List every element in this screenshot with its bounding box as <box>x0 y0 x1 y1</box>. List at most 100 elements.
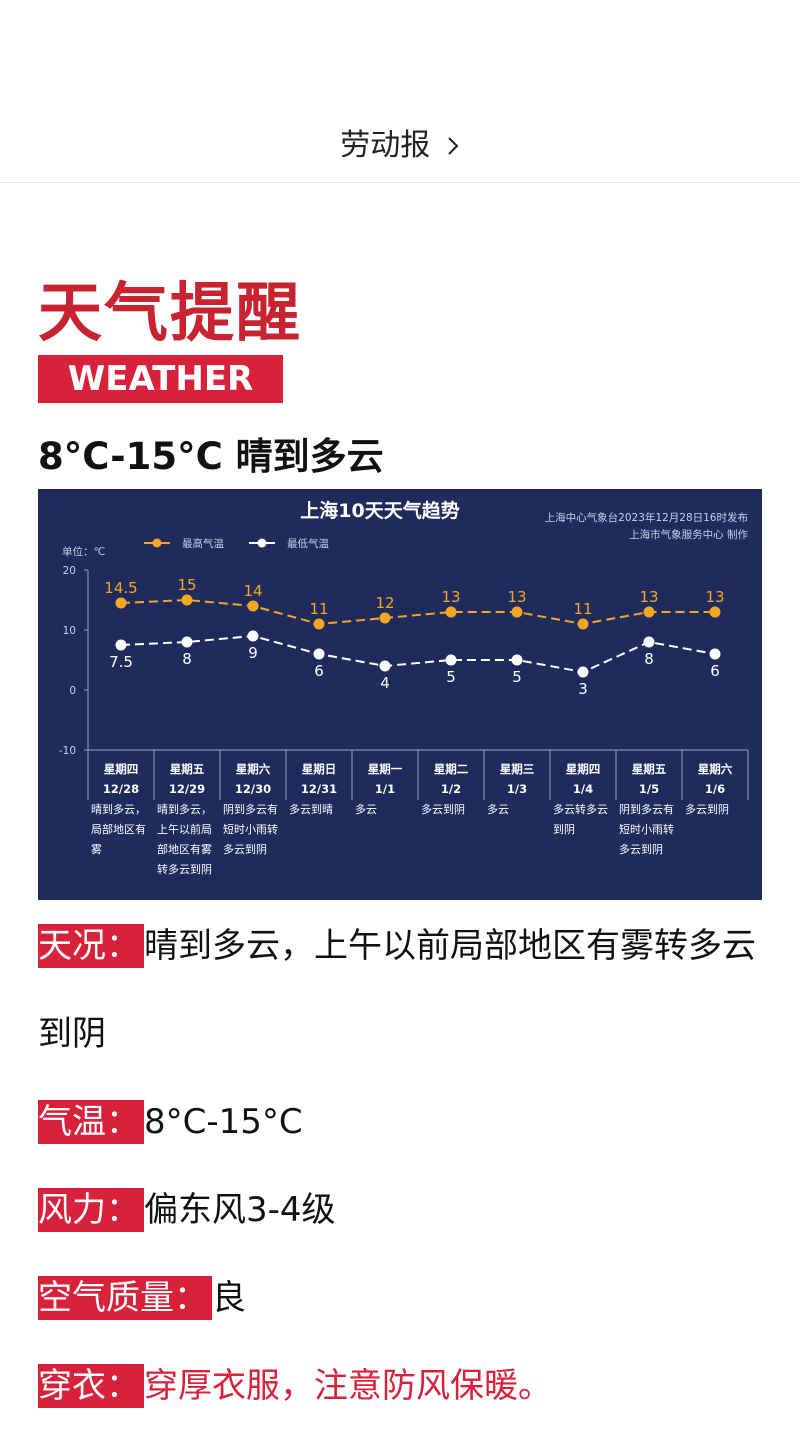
data-label: 9 <box>248 644 258 662</box>
description: 阴到多云有短时小雨转多云到阴 <box>223 802 278 856</box>
data-point <box>643 636 655 648</box>
data-point <box>577 618 589 630</box>
badge: WEATHER <box>38 355 283 403</box>
data-label: 7.5 <box>109 653 133 671</box>
description: 多云 <box>355 802 377 816</box>
source-name[interactable]: 劳动报 <box>340 128 431 163</box>
data-label: 13 <box>705 588 724 606</box>
description: 多云到阴 <box>421 802 465 816</box>
data-label: 14.5 <box>104 579 137 597</box>
weekday: 星期三 <box>500 762 535 776</box>
y-tick-label: 0 <box>69 685 76 697</box>
weekday: 星期六 <box>236 762 271 776</box>
legend-dot <box>152 538 162 548</box>
data-point <box>643 606 655 618</box>
description: 多云 <box>487 802 509 816</box>
description: 晴到多云，上午以前局部地区有雾转多云到阴 <box>157 802 212 876</box>
legend-label: 最低气温 <box>287 537 329 550</box>
description: 多云到晴 <box>289 802 333 816</box>
data-label: 15 <box>177 576 196 594</box>
description: 阴到多云有短时小雨转多云到阴 <box>619 802 674 856</box>
detail-row: 风力： 偏东风3-4级 <box>38 1166 766 1254</box>
chart-title: 上海10天天气趋势 <box>300 499 459 522</box>
details: 天况： 晴到多云，上午以前局部地区有雾转多云到阴 气温： 8°C-15°C 风力： 偏东风… <box>38 902 766 1430</box>
data-point <box>115 597 127 609</box>
data-label: 11 <box>309 600 328 618</box>
detail-text: 穿厚衣服，注意防风保暖。 <box>144 1366 552 1406</box>
date: 1/3 <box>507 782 527 796</box>
data-label: 6 <box>710 662 720 680</box>
detail-row: 气温： 8°C-15°C <box>38 1078 766 1166</box>
data-point <box>511 606 523 618</box>
chart-source: 上海中心气象台2023年12月28日16时发布 <box>545 511 748 524</box>
data-point <box>115 639 127 651</box>
legend-label: 最高气温 <box>182 537 224 550</box>
weekday: 星期日 <box>302 762 337 776</box>
heading: 天气提醒 <box>38 277 302 351</box>
top-bar: 劳动报 <box>0 0 800 183</box>
data-label: 5 <box>512 668 522 686</box>
data-point <box>577 666 589 678</box>
date: 1/6 <box>705 782 725 796</box>
date: 12/29 <box>169 782 205 796</box>
y-tick-label: -10 <box>59 745 76 757</box>
data-point <box>709 606 721 618</box>
data-point <box>181 636 193 648</box>
data-label: 12 <box>375 594 394 612</box>
weekday: 星期二 <box>434 762 469 776</box>
summary: 8°C-15°C 晴到多云 <box>38 435 384 478</box>
source-link[interactable]: 劳动报 <box>0 120 800 164</box>
chart: 上海10天天气趋势 上海中心气象台2023年12月28日16时发布 上海市气象服… <box>38 489 762 900</box>
chart-background <box>38 489 762 900</box>
detail-text: 偏东风3-4级 <box>144 1190 336 1230</box>
data-point <box>379 660 391 672</box>
data-label: 5 <box>446 668 456 686</box>
data-label: 3 <box>578 680 588 698</box>
weekday: 星期五 <box>170 762 205 776</box>
weekday: 星期四 <box>104 762 139 776</box>
chart-source: 上海市气象服务中心 制作 <box>629 528 748 541</box>
series-line <box>120 598 715 626</box>
weekday: 星期四 <box>566 762 601 776</box>
data-label: 13 <box>639 588 658 606</box>
detail-row: 穿衣： 穿厚衣服，注意防风保暖。 <box>38 1342 766 1430</box>
data-point <box>181 594 193 606</box>
detail-label: 气温： <box>38 1100 144 1144</box>
data-point <box>445 606 457 618</box>
data-point <box>247 600 259 612</box>
date: 1/2 <box>441 782 461 796</box>
date: 12/31 <box>301 782 337 796</box>
detail-row: 空气质量：良 <box>38 1254 766 1342</box>
weekday: 星期一 <box>368 762 403 776</box>
data-label: 8 <box>182 650 192 668</box>
data-point <box>709 648 721 660</box>
data-label: 13 <box>441 588 460 606</box>
detail-label: 穿衣： <box>38 1364 144 1408</box>
detail-text: 8°C-15°C <box>144 1102 303 1142</box>
description: 多云转多云到阴 <box>553 802 608 836</box>
data-point <box>445 654 457 666</box>
unit-label: 单位：℃ <box>62 545 105 558</box>
description: 多云到阴 <box>685 802 729 816</box>
date: 1/4 <box>573 782 593 796</box>
detail-row: 天况： 晴到多云，上午以前局部地区有雾转多云到阴 <box>38 902 766 1078</box>
data-label: 11 <box>573 600 592 618</box>
data-label: 14 <box>243 582 262 600</box>
data-point <box>379 612 391 624</box>
date: 1/5 <box>639 782 659 796</box>
y-tick-label: 20 <box>63 565 76 577</box>
date: 12/30 <box>235 782 271 796</box>
data-label: 4 <box>380 674 390 692</box>
data-label: 6 <box>314 662 324 680</box>
weekday: 星期六 <box>698 762 733 776</box>
detail-text: 晴到多云，上午以前局部地区有雾转多云到阴 <box>38 926 756 1054</box>
chevron-icon <box>448 137 459 155</box>
detail-label: 风力： <box>38 1188 144 1232</box>
date: 1/1 <box>375 782 395 796</box>
data-point <box>313 618 325 630</box>
data-label: 8 <box>644 650 654 668</box>
detail-label: 空气质量： <box>38 1276 212 1320</box>
description: 晴到多云，局部地区有雾 <box>91 802 146 856</box>
detail-text: 良 <box>212 1278 246 1318</box>
